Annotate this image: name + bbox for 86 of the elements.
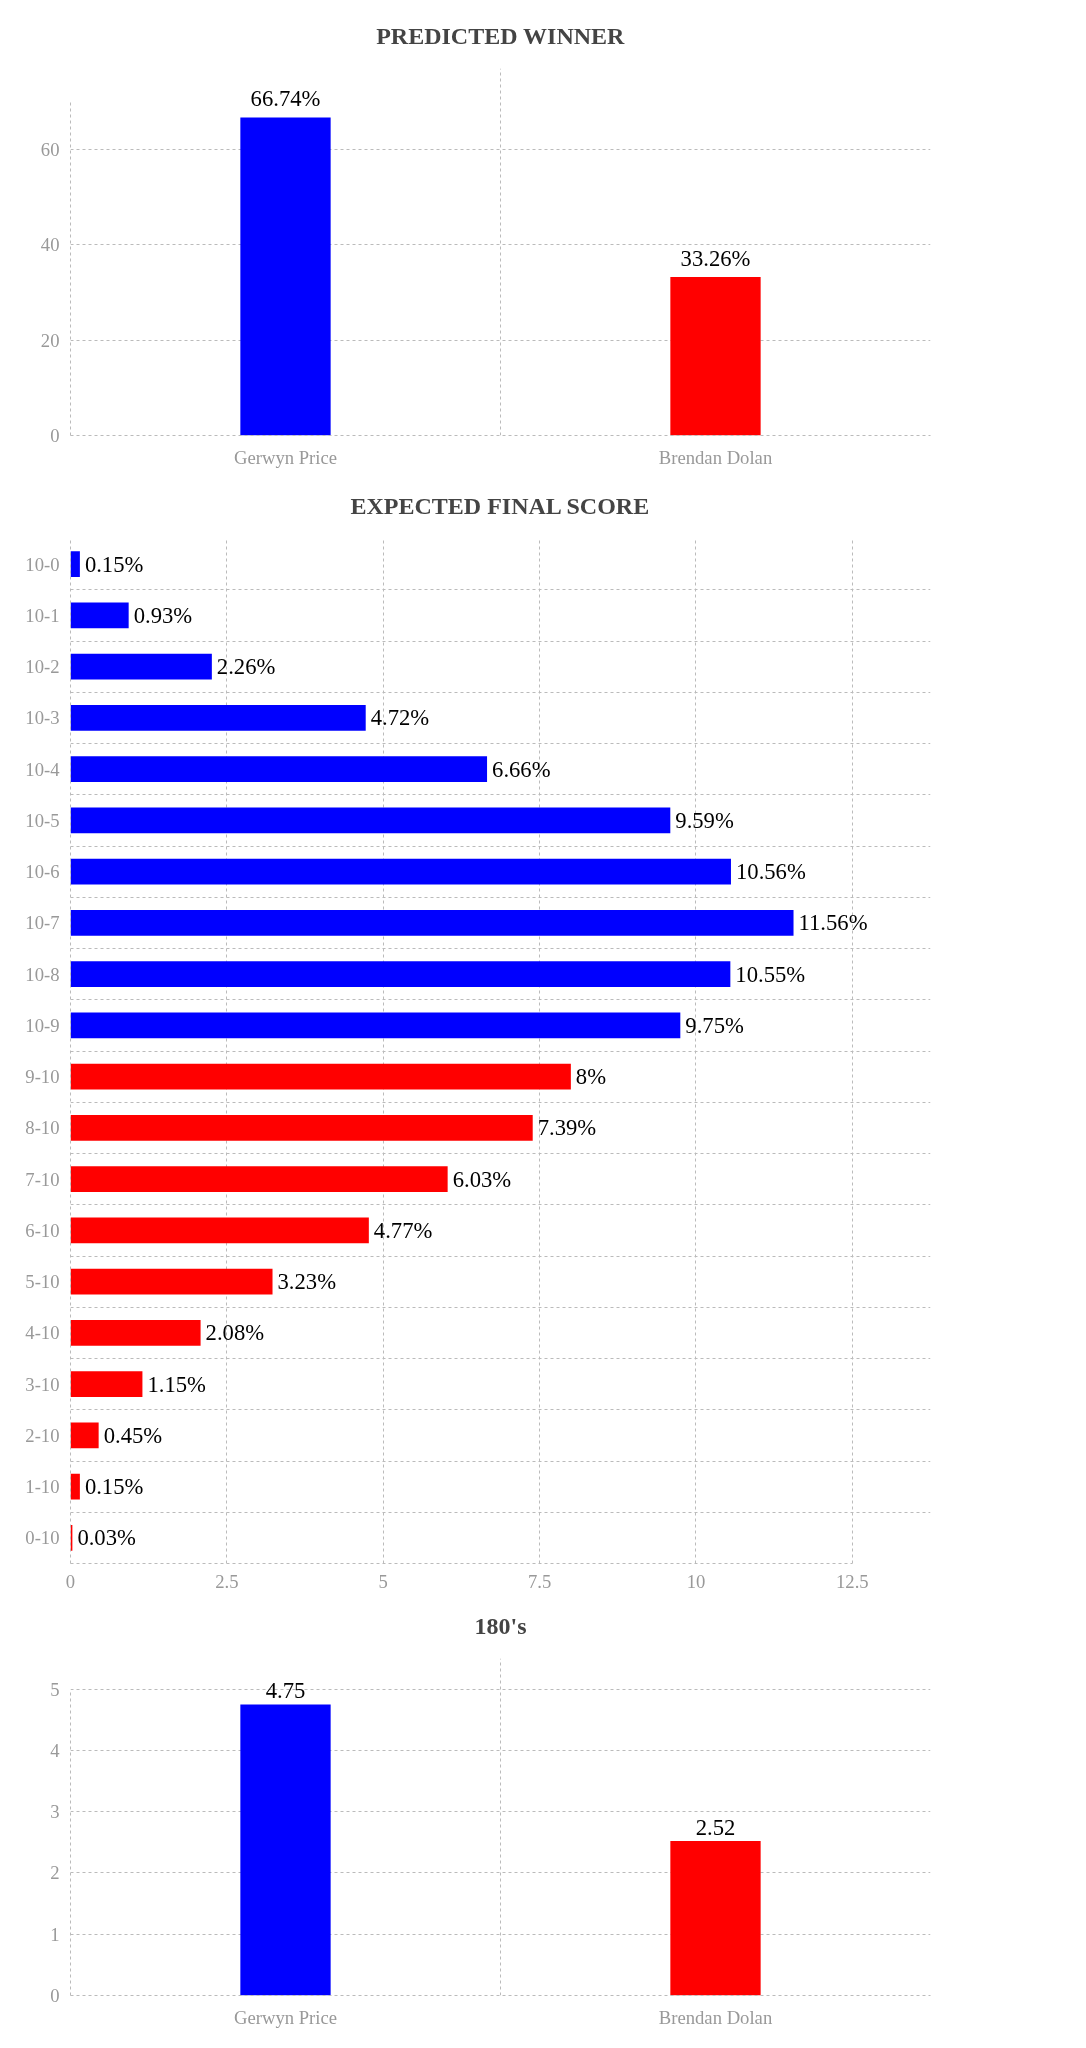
data-label: 33.26% xyxy=(680,245,751,271)
y-tick-label: 7-10 xyxy=(25,1168,60,1190)
x-tick-label: Gerwyn Price xyxy=(233,2006,338,2028)
bar xyxy=(70,756,488,782)
x-tick-label: 12.5 xyxy=(835,1570,869,1592)
y-tick-label: 1-10 xyxy=(25,1476,60,1498)
data-label: 4.75 xyxy=(265,1678,306,1704)
y-tick-label: 10-5 xyxy=(25,809,60,831)
y-tick-label: 2 xyxy=(50,1862,60,1884)
bar xyxy=(70,1473,80,1500)
bar xyxy=(70,1166,448,1192)
y-tick-label: 10-4 xyxy=(25,758,61,780)
x-tick-label: 2.5 xyxy=(215,1570,239,1592)
y-tick-label: 5-10 xyxy=(25,1271,60,1293)
data-label: 4.72% xyxy=(370,705,430,731)
y-tick-label: 2-10 xyxy=(25,1424,60,1446)
x-tick-label: Gerwyn Price xyxy=(233,446,338,468)
bar xyxy=(70,1115,533,1141)
bar xyxy=(70,1320,201,1346)
y-tick-label: 10-2 xyxy=(25,656,60,678)
data-label: 6.66% xyxy=(492,756,551,782)
bar xyxy=(70,705,366,731)
y-tick-label: 4-10 xyxy=(25,1322,60,1344)
y-tick-label: 10-3 xyxy=(25,707,60,729)
data-label: 8% xyxy=(575,1064,607,1090)
y-tick-label: 10-9 xyxy=(25,1014,60,1036)
bar xyxy=(70,551,80,577)
bar xyxy=(70,910,794,936)
y-tick-label: 40 xyxy=(40,234,60,256)
y-tick-label: 5 xyxy=(50,1678,60,1700)
chart-title: 180's xyxy=(474,1612,527,1639)
y-tick-label: 8-10 xyxy=(25,1117,60,1139)
data-label: 2.08% xyxy=(205,1320,265,1346)
y-tick-label: 3-10 xyxy=(25,1373,60,1395)
y-tick-label: 20 xyxy=(40,329,60,351)
data-label: 7.39% xyxy=(537,1115,597,1141)
data-label: 11.56% xyxy=(798,910,868,936)
data-label: 4.77% xyxy=(373,1217,433,1243)
x-tick-label: Brendan Dolan xyxy=(658,2006,773,2028)
x-tick-label: 10 xyxy=(686,1570,706,1592)
y-tick-label: 3 xyxy=(50,1801,60,1823)
data-label: 9.59% xyxy=(675,807,734,833)
data-label: 10.56% xyxy=(735,859,806,885)
data-label: 6.03% xyxy=(452,1166,512,1192)
bar xyxy=(70,602,129,629)
data-label: 9.75% xyxy=(685,1012,744,1038)
data-label: 0.03% xyxy=(77,1525,137,1551)
data-label: 3.23% xyxy=(277,1269,337,1295)
y-tick-label: 60 xyxy=(40,139,60,161)
x-tick-label: 0 xyxy=(65,1570,76,1592)
y-tick-label: 0-10 xyxy=(25,1527,60,1549)
y-tick-label: 9-10 xyxy=(25,1066,60,1088)
bar xyxy=(70,1268,273,1295)
bar xyxy=(70,807,671,834)
bar xyxy=(70,1217,369,1244)
data-label: 1.15% xyxy=(147,1371,207,1397)
bar xyxy=(70,1422,99,1449)
data-label: 2.52 xyxy=(695,1815,736,1841)
bar xyxy=(70,653,212,680)
y-tick-label: 4 xyxy=(50,1739,61,1761)
bar xyxy=(70,1371,143,1397)
y-tick-label: 6-10 xyxy=(25,1219,60,1241)
x-tick-label: 5 xyxy=(378,1570,388,1592)
y-tick-label: 10-1 xyxy=(25,604,60,626)
chart-title: PREDICTED WINNER xyxy=(376,22,626,49)
data-label: 2.26% xyxy=(216,654,276,680)
y-tick-label: 1 xyxy=(50,1923,60,1945)
x-tick-label: 7.5 xyxy=(527,1570,552,1592)
bar xyxy=(70,1012,681,1039)
data-label: 0.15% xyxy=(84,1474,144,1500)
y-tick-label: 10-0 xyxy=(25,553,60,575)
bar xyxy=(70,961,731,987)
y-tick-label: 10-6 xyxy=(25,861,60,883)
data-label: 0.15% xyxy=(84,551,144,577)
y-tick-label: 0 xyxy=(50,425,60,446)
data-label: 0.93% xyxy=(133,602,193,628)
bar xyxy=(70,858,731,885)
y-tick-label: 0 xyxy=(50,1985,60,2006)
y-tick-label: 10-7 xyxy=(25,912,60,934)
data-label: 0.45% xyxy=(103,1422,163,1448)
chart-title: EXPECTED FINAL SCORE xyxy=(350,492,650,519)
data-label: 66.74% xyxy=(250,86,321,112)
x-tick-label: Brendan Dolan xyxy=(658,446,773,468)
y-tick-label: 10-8 xyxy=(25,963,60,985)
data-label: 10.55% xyxy=(735,961,806,987)
bar xyxy=(70,1063,571,1090)
